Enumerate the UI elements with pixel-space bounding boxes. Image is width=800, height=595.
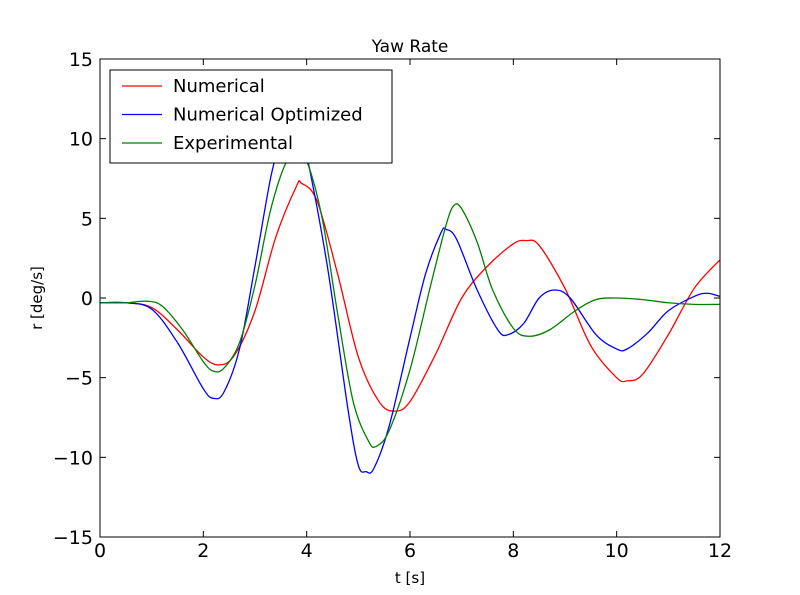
x-tick-label: 2 [197,540,209,562]
y-tick-label: −5 [65,368,93,390]
y-tick-label: 15 [69,49,93,71]
legend: Numerical Numerical Optimized Experimental [109,69,393,164]
y-tick-label: −15 [53,527,93,549]
y-tick-label: 5 [81,208,93,230]
x-tick-label: 8 [507,540,519,562]
y-tick-label: 10 [69,129,93,151]
x-tick-label: 0 [94,540,106,562]
x-tick-label: 6 [404,540,416,562]
series-layer [100,110,720,474]
series-line-numerical-optimized [100,110,720,474]
series-line-experimental [100,153,720,449]
x-tick-label: 4 [301,540,313,562]
y-tick-label: −10 [53,447,93,469]
x-tick-label: 12 [708,540,732,562]
x-axis-label: t [s] [395,569,425,587]
y-axis-label: r [deg/s] [28,266,46,330]
legend-label: Numerical Optimized [173,105,363,126]
legend-label: Experimental [173,133,293,154]
plot-frame [99,58,721,538]
ticks-layer: 0 2 4 6 8 10 12 −15 −10 −5 0 5 10 15 [53,49,732,562]
legend-label: Numerical [173,76,265,97]
chart-title: Yaw Rate [371,37,449,57]
x-tick-label: 10 [605,540,629,562]
y-tick-label: 0 [81,288,93,310]
legend-entries: Numerical Numerical Optimized Experimental [122,76,363,154]
